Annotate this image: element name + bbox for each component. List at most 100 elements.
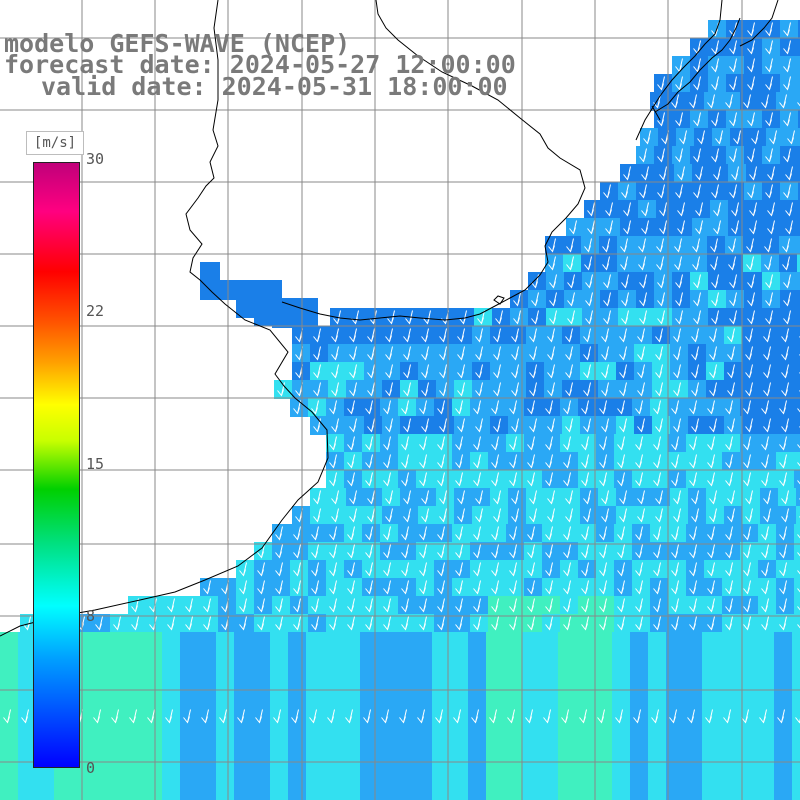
wind-arrow: [457, 490, 465, 505]
wind-arrow: [473, 598, 481, 613]
wind-arrow: [779, 562, 787, 577]
wind-arrow: [439, 382, 447, 397]
wind-arrow: [707, 94, 715, 109]
wind-arrow: [545, 400, 553, 415]
wind-arrow: [643, 130, 651, 145]
wind-arrow: [401, 598, 409, 613]
wind-arrow: [653, 544, 661, 559]
wind-arrow: [457, 418, 465, 433]
wind-arrow: [437, 454, 445, 469]
wind-arrow: [761, 472, 769, 487]
wind-arrow: [385, 364, 393, 379]
wind-arrow: [347, 616, 355, 631]
wind-arrow: [509, 562, 517, 577]
wind-arrow: [623, 202, 631, 217]
wind-arrow: [455, 598, 463, 613]
wind-arrow: [711, 148, 719, 163]
wind-arrow: [727, 328, 735, 343]
wind-arrow: [255, 709, 263, 724]
wind-arrow: [439, 328, 447, 343]
wind-arrow: [421, 364, 429, 379]
wind-arrow: [797, 408, 800, 413]
speed-cell: [200, 262, 220, 300]
wind-arrow: [639, 184, 647, 199]
wind-arrow: [729, 274, 737, 289]
wind-arrow: [723, 709, 731, 724]
wind-arrow: [673, 364, 681, 379]
wind-arrow: [601, 382, 609, 397]
wind-arrow: [491, 562, 499, 577]
wind-arrow: [779, 400, 787, 415]
wind-arrow: [457, 382, 465, 397]
wind-arrow: [493, 346, 501, 361]
wind-arrow: [639, 274, 647, 289]
wind-arrow: [401, 454, 409, 469]
wind-arrow: [653, 454, 661, 469]
speed-cell: [794, 524, 800, 543]
wind-arrow: [619, 346, 627, 361]
wind-arrow: [673, 346, 681, 361]
wind-arrow: [743, 526, 751, 541]
wind-arrow: [674, 238, 682, 253]
wind-arrow: [707, 472, 715, 487]
wind-arrow: [365, 616, 373, 631]
wind-arrow: [653, 598, 661, 613]
wind-arrow: [421, 418, 429, 433]
wind-arrow: [385, 328, 393, 343]
wind-arrow: [545, 454, 553, 469]
wind-arrow: [689, 94, 697, 109]
wind-arrow: [725, 616, 733, 631]
wind-arrow: [548, 256, 556, 271]
wind-arrow: [635, 580, 643, 595]
wind-arrow: [291, 709, 299, 724]
colorbar-tick-label: 22: [86, 302, 105, 320]
speed-cell: [796, 506, 800, 525]
wind-arrow: [745, 418, 753, 433]
wind-arrow: [275, 616, 283, 631]
wind-arrow: [545, 562, 553, 577]
wind-arrow: [581, 454, 589, 469]
wind-arrow: [759, 709, 767, 724]
wind-arrow: [603, 184, 611, 199]
wind-arrow: [563, 598, 571, 613]
wind-arrow: [331, 364, 339, 379]
wind-arrow: [746, 256, 754, 271]
wind-arrow: [349, 508, 357, 523]
wind-arrow: [673, 490, 681, 505]
wind-arrow: [311, 598, 319, 613]
wind-arrow: [257, 562, 265, 577]
wind-arrow: [349, 418, 357, 433]
wind-arrow: [743, 562, 751, 577]
speed-cell: [798, 74, 800, 93]
wind-arrow: [623, 220, 631, 235]
wind-arrow: [599, 526, 607, 541]
wind-arrow: [403, 328, 411, 343]
wind-arrow: [655, 508, 663, 523]
wind-arrow: [547, 328, 555, 343]
wind-arrow: [729, 58, 737, 73]
wind-arrow: [311, 580, 319, 595]
wind-arrow: [239, 598, 247, 613]
wind-arrow: [779, 580, 787, 595]
wind-arrow: [475, 382, 483, 397]
wind-arrow: [707, 598, 715, 613]
wind-arrow: [781, 328, 789, 343]
wind-arrow: [779, 472, 787, 487]
wind-arrow: [419, 472, 427, 487]
wind-arrow: [421, 328, 429, 343]
wind-arrow: [783, 112, 791, 127]
wind-arrow: [657, 148, 665, 163]
wind-arrow: [711, 40, 719, 55]
wind-arrow: [457, 364, 465, 379]
wind-arrow: [733, 130, 741, 145]
wind-arrow: [313, 490, 321, 505]
wind-arrow: [131, 616, 139, 631]
wind-arrow: [599, 598, 607, 613]
wind-arrow: [749, 220, 757, 235]
wind-arrow: [549, 274, 557, 289]
wind-arrow: [563, 436, 571, 451]
wind-arrow: [491, 472, 499, 487]
wind-arrow: [677, 220, 685, 235]
wind-arrow: [671, 94, 679, 109]
